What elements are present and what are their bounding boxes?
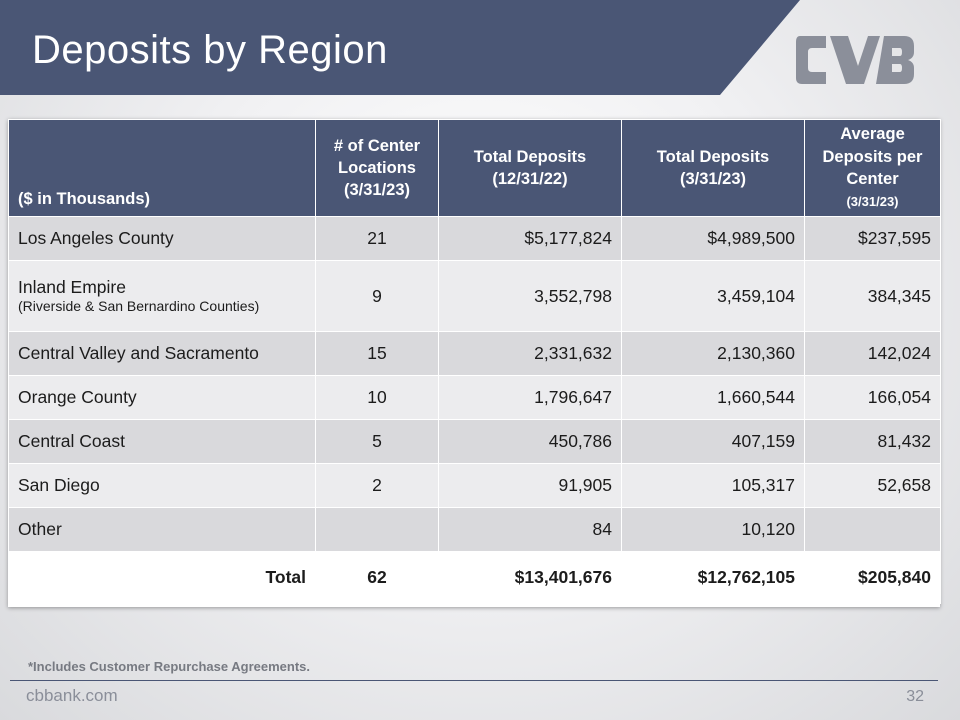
region-subtitle: (Riverside & San Bernardino Counties) [18, 297, 260, 314]
website-link[interactable]: cbbank.com [26, 686, 118, 705]
page-number: 32 [906, 688, 924, 705]
page-title: Deposits by Region [32, 28, 388, 72]
col-header-deposits-1222: Total Deposits (12/31/22) [438, 119, 622, 217]
cvb-logo-icon [796, 36, 914, 84]
table-row: Los Angeles County 21 $5,177,824 $4,989,… [8, 216, 941, 261]
deposits-1222-cell: 3,552,798 [438, 260, 622, 332]
avg-deposits-cell [804, 507, 941, 552]
locations-cell: 15 [315, 331, 439, 376]
region-cell: Orange County [8, 375, 316, 420]
table-row: Inland Empire (Riverside & San Bernardin… [8, 260, 941, 332]
deposits-0323-cell: 3,459,104 [621, 260, 805, 332]
avg-deposits-cell: 384,345 [804, 260, 941, 332]
deposits-table: ($ in Thousands) # of Center Locations (… [8, 119, 941, 604]
table-header-row: ($ in Thousands) # of Center Locations (… [8, 119, 941, 217]
col-header-region: ($ in Thousands) [8, 119, 316, 217]
table-row: Central Valley and Sacramento 15 2,331,6… [8, 331, 941, 376]
region-cell: Inland Empire (Riverside & San Bernardin… [8, 260, 316, 332]
footnote: *Includes Customer Repurchase Agreements… [28, 659, 310, 674]
title-banner [0, 0, 800, 95]
deposits-1222-cell: 1,796,647 [438, 375, 622, 420]
deposits-0323-cell: 407,159 [621, 419, 805, 464]
col-header-locations: # of Center Locations (3/31/23) [315, 119, 439, 217]
avg-deposits-cell: 142,024 [804, 331, 941, 376]
table-row: San Diego 2 91,905 105,317 52,658 [8, 463, 941, 508]
deposits-0323-cell: 10,120 [621, 507, 805, 552]
total-locations: 62 [315, 551, 439, 604]
avg-deposits-cell: 81,432 [804, 419, 941, 464]
deposits-0323-cell: 1,660,544 [621, 375, 805, 420]
region-cell: Central Coast [8, 419, 316, 464]
table-row: Central Coast 5 450,786 407,159 81,432 [8, 419, 941, 464]
deposits-0323-cell: $4,989,500 [621, 216, 805, 261]
locations-cell: 5 [315, 419, 439, 464]
col-header-avg-date: (3/31/23) [846, 194, 899, 210]
total-avg-deposits: $205,840 [804, 551, 941, 604]
avg-deposits-cell: $237,595 [804, 216, 941, 261]
footer-divider [10, 680, 938, 681]
total-label: Total [8, 551, 316, 604]
deposits-1222-cell: 91,905 [438, 463, 622, 508]
col-header-deposits-0323: Total Deposits (3/31/23) [621, 119, 805, 217]
avg-deposits-cell: 52,658 [804, 463, 941, 508]
col-header-avg-label: Average Deposits per Center [822, 125, 923, 188]
locations-cell [315, 507, 439, 552]
total-deposits-1222: $13,401,676 [438, 551, 622, 604]
total-deposits-0323: $12,762,105 [621, 551, 805, 604]
deposits-0323-cell: 105,317 [621, 463, 805, 508]
locations-cell: 9 [315, 260, 439, 332]
deposits-1222-cell: 450,786 [438, 419, 622, 464]
table-total-row: Total 62 $13,401,676 $12,762,105 $205,84… [8, 551, 941, 604]
deposits-1222-cell: $5,177,824 [438, 216, 622, 261]
region-cell: Other [8, 507, 316, 552]
deposits-1222-cell: 2,331,632 [438, 331, 622, 376]
deposits-1222-cell: 84 [438, 507, 622, 552]
col-header-avg-deposits: Average Deposits per Center (3/31/23) [804, 119, 941, 217]
table-row: Orange County 10 1,796,647 1,660,544 166… [8, 375, 941, 420]
deposits-0323-cell: 2,130,360 [621, 331, 805, 376]
locations-cell: 21 [315, 216, 439, 261]
region-cell: San Diego [8, 463, 316, 508]
region-cell: Los Angeles County [8, 216, 316, 261]
avg-deposits-cell: 166,054 [804, 375, 941, 420]
region-cell: Central Valley and Sacramento [8, 331, 316, 376]
deposits-table-container: ($ in Thousands) # of Center Locations (… [8, 119, 941, 607]
table-row: Other 84 10,120 [8, 507, 941, 552]
region-name: Inland Empire [18, 276, 126, 297]
locations-cell: 10 [315, 375, 439, 420]
locations-cell: 2 [315, 463, 439, 508]
